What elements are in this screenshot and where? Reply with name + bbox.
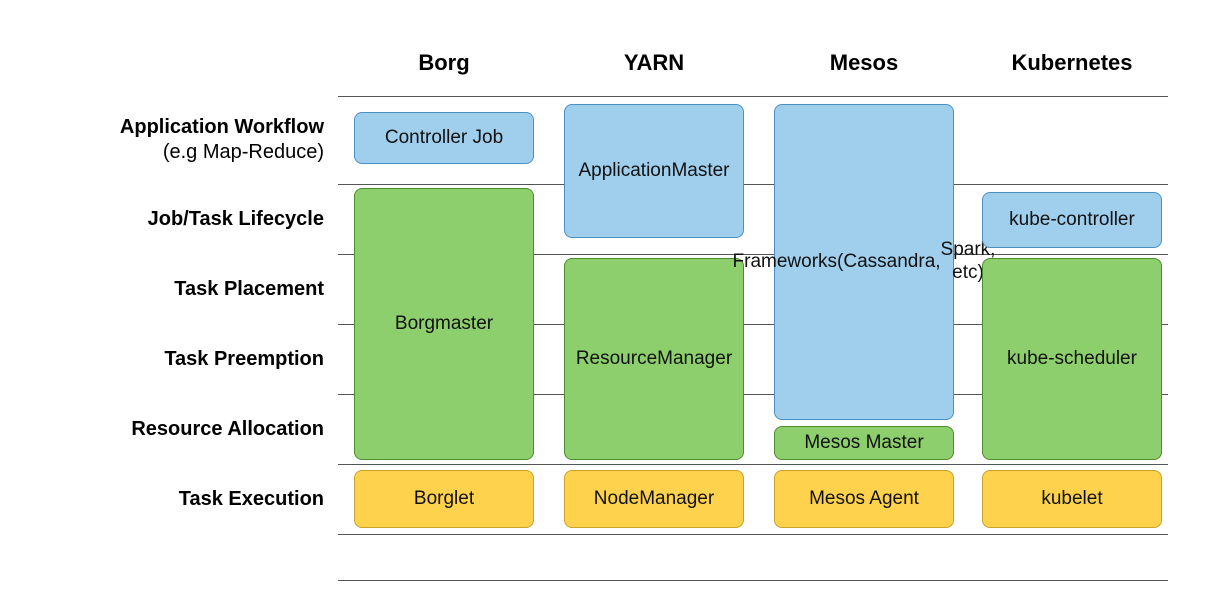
borg-borgmaster: Borgmaster bbox=[354, 188, 534, 460]
row-label-main: Application Workflow bbox=[120, 116, 324, 138]
k8s-kubelet: kubelet bbox=[982, 470, 1162, 528]
row-label: Task Placement bbox=[64, 277, 324, 302]
block-label-line: kube-scheduler bbox=[1007, 348, 1137, 371]
col-header-kubernetes: Kubernetes bbox=[982, 50, 1162, 76]
borg-controller-job: Controller Job bbox=[354, 112, 534, 164]
col-header-yarn: YARN bbox=[564, 50, 744, 76]
mesos-frameworks: Frameworks(Cassandra,Spark, etc) bbox=[774, 104, 954, 420]
block-label-line: Node bbox=[594, 488, 639, 511]
row-label: Task Execution bbox=[64, 487, 324, 512]
mesos-master: Mesos Master bbox=[774, 426, 954, 460]
borg-borglet: Borglet bbox=[354, 470, 534, 528]
row-label: Job/Task Lifecycle bbox=[64, 207, 324, 232]
yarn-node-mgr: NodeManager bbox=[564, 470, 744, 528]
block-label-line: Controller Job bbox=[385, 127, 503, 150]
block-label-line: Application bbox=[578, 160, 671, 183]
block-label-line: Mesos Agent bbox=[809, 488, 919, 511]
block-label-line: Frameworks bbox=[733, 251, 838, 274]
block-label-line: (Cassandra, bbox=[837, 251, 941, 274]
row-label: Application Workflow(e.g Map-Reduce) bbox=[64, 115, 324, 165]
block-label-line: Manager bbox=[657, 348, 732, 371]
block-label-line: Borgmaster bbox=[395, 313, 493, 336]
row-label-sub: (e.g Map-Reduce) bbox=[64, 140, 324, 165]
k8s-kube-controller: kube-controller bbox=[982, 192, 1162, 248]
block-label-line: kube-controller bbox=[1009, 209, 1135, 232]
row-label: Task Preemption bbox=[64, 347, 324, 372]
row-rule bbox=[338, 184, 1168, 185]
row-label-main: Job/Task Lifecycle bbox=[148, 208, 324, 230]
yarn-resource-mgr: ResourceManager bbox=[564, 258, 744, 460]
block-label-line: Master bbox=[671, 160, 729, 183]
row-label-main: Task Execution bbox=[179, 488, 324, 510]
row-rule bbox=[338, 580, 1168, 581]
block-label-line: Mesos Master bbox=[804, 432, 923, 455]
mesos-agent: Mesos Agent bbox=[774, 470, 954, 528]
k8s-kube-scheduler: kube-scheduler bbox=[982, 258, 1162, 460]
block-label-line: Borglet bbox=[414, 488, 474, 511]
row-label-main: Resource Allocation bbox=[131, 418, 324, 440]
col-header-borg: Borg bbox=[354, 50, 534, 76]
block-label-line: Resource bbox=[576, 348, 657, 371]
row-label-main: Task Preemption bbox=[164, 348, 324, 370]
col-header-mesos: Mesos bbox=[774, 50, 954, 76]
row-label-main: Task Placement bbox=[174, 278, 324, 300]
row-rule bbox=[338, 464, 1168, 465]
diagram-canvas: Borg YARN Mesos Kubernetes Application W… bbox=[0, 0, 1224, 610]
yarn-app-master: ApplicationMaster bbox=[564, 104, 744, 238]
block-label-line: kubelet bbox=[1041, 488, 1102, 511]
row-label: Resource Allocation bbox=[64, 417, 324, 442]
block-label-line: Manager bbox=[639, 488, 714, 511]
row-rule bbox=[338, 534, 1168, 535]
row-rule bbox=[338, 96, 1168, 97]
